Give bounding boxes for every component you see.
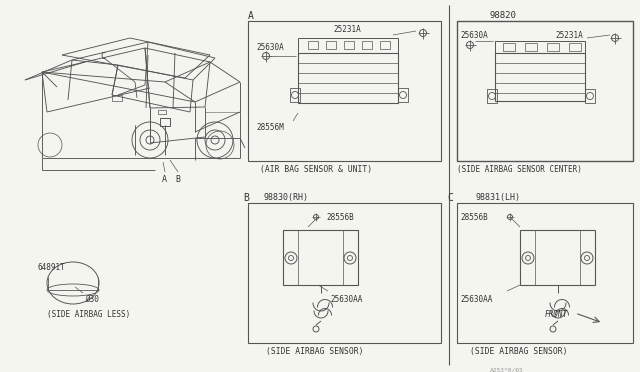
Text: B: B — [175, 175, 180, 184]
Text: A: A — [162, 175, 167, 184]
Bar — [398, 88, 408, 102]
Bar — [112, 95, 122, 101]
Text: A: A — [248, 11, 254, 21]
Text: C: C — [100, 52, 105, 61]
Bar — [248, 203, 441, 343]
Text: 25630A: 25630A — [256, 43, 284, 52]
Text: (SIDE AIRBAG SENSOR): (SIDE AIRBAG SENSOR) — [266, 347, 364, 356]
Text: A253*0/65: A253*0/65 — [490, 368, 524, 372]
Text: (SIDE AIRBAG LESS): (SIDE AIRBAG LESS) — [47, 310, 131, 319]
Bar — [503, 43, 515, 51]
Text: 25231A: 25231A — [555, 31, 583, 40]
Bar — [457, 21, 633, 161]
Text: (AIR BAG SENSOR & UNIT): (AIR BAG SENSOR & UNIT) — [260, 165, 372, 174]
Bar — [547, 43, 559, 51]
Bar — [344, 41, 354, 49]
Bar — [380, 41, 390, 49]
Text: 28556B: 28556B — [460, 213, 488, 222]
Bar — [308, 41, 318, 49]
Text: 25630AA: 25630AA — [330, 295, 362, 304]
Text: 98831(LH): 98831(LH) — [475, 193, 520, 202]
Text: 64891T: 64891T — [37, 263, 65, 272]
Text: Ø30: Ø30 — [85, 295, 99, 304]
Bar — [520, 230, 595, 285]
Text: (SIDE AIRBAG SENSOR): (SIDE AIRBAG SENSOR) — [470, 347, 568, 356]
Text: 98830(RH): 98830(RH) — [263, 193, 308, 202]
Bar — [298, 53, 398, 103]
Bar — [569, 43, 581, 51]
Bar — [290, 88, 300, 102]
Bar — [362, 41, 372, 49]
Text: 28556M: 28556M — [256, 123, 284, 132]
Text: 25630AA: 25630AA — [460, 295, 492, 304]
Bar — [525, 43, 537, 51]
Text: 25630A: 25630A — [460, 31, 488, 40]
Bar — [160, 118, 170, 126]
Text: C: C — [447, 193, 453, 203]
Bar — [283, 230, 358, 285]
Bar — [326, 41, 336, 49]
Bar — [248, 21, 441, 161]
Text: (SIDE AIRBAG SENSOR CENTER): (SIDE AIRBAG SENSOR CENTER) — [457, 165, 582, 174]
Text: B: B — [243, 193, 249, 203]
Bar — [457, 203, 633, 343]
Text: 25231A: 25231A — [333, 25, 361, 34]
Text: FRONT: FRONT — [545, 310, 568, 319]
Bar — [495, 41, 585, 53]
Bar — [487, 89, 497, 103]
Bar — [158, 110, 166, 114]
Bar — [585, 89, 595, 103]
Text: 98820: 98820 — [490, 11, 517, 20]
Bar — [495, 53, 585, 101]
Text: 28556B: 28556B — [326, 213, 354, 222]
